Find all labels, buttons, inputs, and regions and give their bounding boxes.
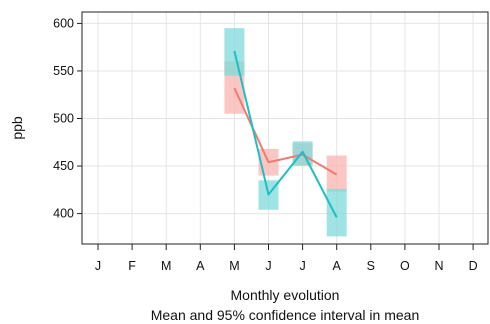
x-tick-label: M	[229, 259, 239, 273]
x-tick-label: D	[469, 259, 478, 273]
x-tick-label: M	[161, 259, 171, 273]
confidence-band-series-2	[326, 188, 347, 237]
y-tick-label: 450	[53, 159, 74, 173]
x-tick-label: N	[434, 259, 443, 273]
x-tick-label: F	[128, 259, 136, 273]
x-tick-label: J	[95, 259, 101, 273]
x-tick-label: S	[367, 259, 375, 273]
x-tick-label: J	[299, 259, 305, 273]
x-tick-label: A	[333, 259, 342, 273]
x-tick-label: A	[196, 259, 205, 273]
mean-lines	[233, 50, 338, 218]
y-axis-ticks: 400 450 500 550 600	[53, 16, 82, 221]
y-tick-label: 550	[53, 64, 74, 78]
chart-subtitle: Mean and 95% confidence interval in mean	[151, 307, 420, 323]
y-tick-label: 400	[53, 207, 74, 221]
grid-lines	[82, 12, 488, 244]
mean-line-series-1	[233, 87, 338, 176]
plot-frame	[81, 11, 489, 245]
y-tick-label: 600	[53, 16, 74, 30]
y-tick-label: 500	[53, 111, 74, 125]
confidence-bands	[224, 28, 347, 237]
x-tick-label: J	[265, 259, 271, 273]
x-axis-title: Monthly evolution	[231, 287, 340, 303]
x-tick-label: O	[400, 259, 410, 273]
y-axis-title: ppb	[9, 116, 25, 140]
mean-line-series-2	[233, 50, 338, 218]
